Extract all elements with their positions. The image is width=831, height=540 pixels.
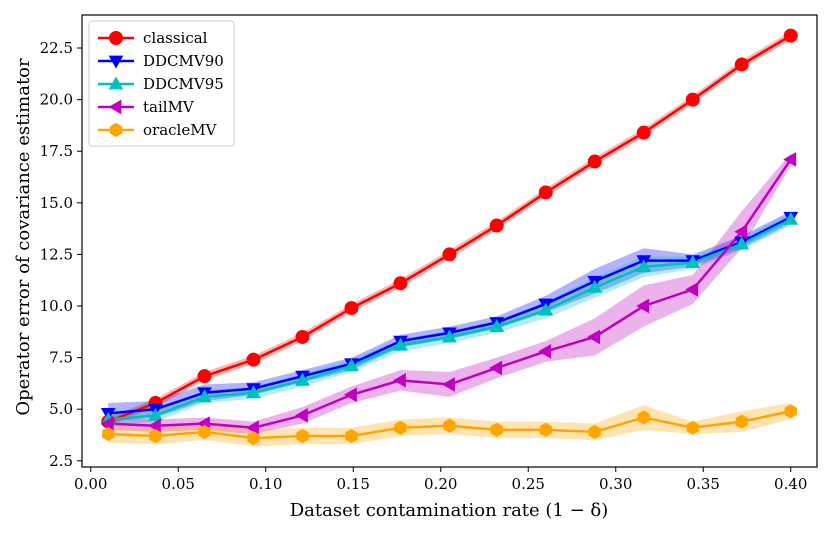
point-tailMV-12 xyxy=(685,282,699,297)
point-classical-10 xyxy=(587,154,602,169)
point-tailMV-3 xyxy=(245,420,259,436)
point-oracleMV-2 xyxy=(198,424,211,439)
y-tick-label: 15.0 xyxy=(40,194,73,212)
x-tick-label: 0.20 xyxy=(424,475,457,493)
point-DDCMV95-9 xyxy=(538,302,554,316)
y-tick-label: 17.5 xyxy=(40,142,73,160)
point-tailMV-9 xyxy=(538,344,552,359)
legend[interactable]: classical DDCMV90 DDCMV95 tailMV oracleMV xyxy=(88,20,235,147)
point-oracleMV-7 xyxy=(443,418,456,433)
point-classical-11 xyxy=(636,125,651,140)
band-DDCMV95 xyxy=(108,213,791,426)
point-classical-8 xyxy=(489,218,504,233)
point-DDCMV95-3 xyxy=(246,385,261,399)
point-DDCMV95-6 xyxy=(393,337,408,351)
point-oracleMV-1 xyxy=(149,428,162,444)
point-DDCMV95-13 xyxy=(734,236,750,250)
point-classical-9 xyxy=(538,185,553,200)
point-oracleMV-11 xyxy=(637,410,650,425)
x-tick-label: 0.00 xyxy=(74,475,107,493)
point-oracleMV-12 xyxy=(686,420,699,435)
y-tick-label: 5.0 xyxy=(49,400,73,418)
x-tick-label: 0.30 xyxy=(599,475,632,493)
point-DDCMV95-1 xyxy=(148,407,163,421)
point-oracleMV-4 xyxy=(296,428,309,444)
point-tailMV-1 xyxy=(147,418,161,434)
legend-label-tailMV: tailMV xyxy=(143,98,195,116)
point-tailMV-13 xyxy=(734,224,748,240)
x-tick-label: 0.25 xyxy=(512,475,545,493)
point-classical-6 xyxy=(393,276,408,291)
point-classical-12 xyxy=(685,92,700,107)
legend-marker-classical xyxy=(109,31,123,45)
legend-box xyxy=(88,20,235,147)
x-tick-label: 0.40 xyxy=(774,475,807,493)
legend-label-DDCMV90: DDCMV90 xyxy=(143,52,224,70)
y-tick-label: 7.5 xyxy=(49,349,73,367)
plot-frame xyxy=(81,14,818,468)
point-DDCMV95-4 xyxy=(295,372,310,386)
legend-label-classical: classical xyxy=(143,29,208,47)
point-oracleMV-9 xyxy=(539,422,552,437)
point-tailMV-8 xyxy=(489,360,503,376)
legend-marker-DDCMV90 xyxy=(108,55,124,69)
point-classical-14 xyxy=(783,28,798,43)
x-axis-label: Dataset contamination rate (1 − δ) xyxy=(290,500,609,521)
legend-label-oracleMV: oracleMV xyxy=(143,121,218,139)
x-tick-label: 0.15 xyxy=(337,475,370,493)
series-markers xyxy=(100,28,799,446)
point-DDCMV95-11 xyxy=(636,259,652,273)
band-tailMV xyxy=(108,153,791,434)
point-oracleMV-5 xyxy=(345,428,358,444)
point-tailMV-0 xyxy=(100,416,114,432)
point-oracleMV-13 xyxy=(735,414,748,429)
band-DDCMV90 xyxy=(108,211,791,422)
point-DDCMV95-8 xyxy=(489,319,505,333)
x-tick-label: 0.10 xyxy=(249,475,282,493)
legend-marker-DDCMV95 xyxy=(108,76,124,90)
point-classical-2 xyxy=(197,369,212,384)
point-oracleMV-14 xyxy=(784,404,797,419)
point-oracleMV-10 xyxy=(588,424,601,439)
point-tailMV-6 xyxy=(392,372,406,388)
point-DDCMV95-14 xyxy=(783,211,799,225)
y-axis-label: Operator error of covariance estimator xyxy=(13,58,34,416)
point-DDCMV95-7 xyxy=(442,329,457,343)
point-tailMV-14 xyxy=(783,152,797,167)
point-classical-13 xyxy=(734,57,749,72)
point-DDCMV95-2 xyxy=(197,389,212,403)
point-classical-3 xyxy=(246,352,261,367)
point-DDCMV95-12 xyxy=(685,255,701,269)
point-oracleMV-3 xyxy=(247,431,260,446)
point-classical-5 xyxy=(344,301,359,316)
legend-marker-tailMV xyxy=(108,99,122,115)
point-oracleMV-0 xyxy=(102,426,115,442)
y-tick-label: 2.5 xyxy=(49,452,73,470)
x-tick-label: 0.05 xyxy=(162,475,195,493)
x-tick-label: 0.35 xyxy=(687,475,720,493)
legend-label-DDCMV95: DDCMV95 xyxy=(143,75,224,93)
point-classical-4 xyxy=(295,329,310,344)
y-tick-label: 22.5 xyxy=(40,39,73,57)
y-tick-label: 10.0 xyxy=(40,297,73,315)
legend-marker-oracleMV xyxy=(109,122,123,138)
point-tailMV-7 xyxy=(441,377,455,392)
point-tailMV-4 xyxy=(294,408,308,423)
axes: 0.00 0.05 0.10 0.15 0.20 0.25 0.30 0.35 0.40 2.5 5… xyxy=(40,14,818,493)
y-tick-label: 12.5 xyxy=(40,245,73,263)
point-oracleMV-6 xyxy=(394,420,407,435)
point-DDCMV95-5 xyxy=(344,358,359,372)
point-oracleMV-8 xyxy=(490,422,503,437)
y-tick-label: 20.0 xyxy=(40,91,73,109)
point-tailMV-11 xyxy=(636,298,650,314)
point-tailMV-5 xyxy=(343,387,357,403)
point-tailMV-10 xyxy=(587,329,601,345)
point-classical-7 xyxy=(442,247,457,262)
point-DDCMV95-10 xyxy=(587,279,603,293)
